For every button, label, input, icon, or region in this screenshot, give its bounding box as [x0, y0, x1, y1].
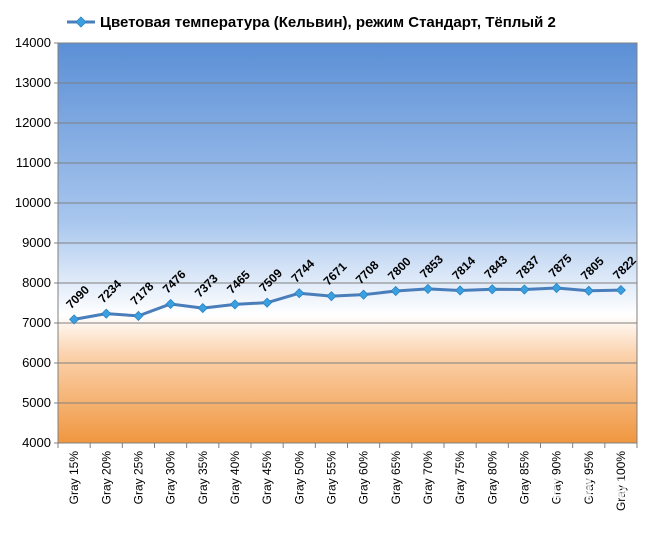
- x-axis-ticks: Gray 15% Gray 20% Gray 25% Gray 30% Gray 35%…: [57, 443, 638, 511]
- x-tick-label: Gray 55%: [324, 451, 338, 505]
- data-point-marker: [390, 285, 401, 297]
- data-point-marker: [615, 285, 626, 296]
- y-tick-label: 5000: [22, 395, 51, 410]
- x-tick-label: Gray 60%: [357, 451, 371, 505]
- series-line: [73, 286, 621, 321]
- x-tick-label: Gray 80%: [485, 451, 499, 505]
- y-tick-label: 8000: [22, 275, 51, 290]
- data-point-marker: [551, 282, 562, 294]
- legend-label: Цветовая температура (Кельвин), режим Ст…: [100, 14, 556, 31]
- watermark-tagline: Daily Digital Digest: [530, 504, 615, 515]
- data-point-marker: [262, 297, 273, 308]
- data-point-marker: [455, 285, 466, 296]
- y-tick-label: 14000: [15, 35, 51, 50]
- x-tick-label: Gray 75%: [453, 451, 467, 505]
- x-tick-label: Gray 45%: [260, 451, 274, 505]
- x-tick-label: Gray 95%: [582, 451, 596, 505]
- x-tick-label: Gray 30%: [164, 451, 178, 505]
- x-tick-label: Gray 65%: [389, 451, 403, 505]
- data-point-marker: [583, 285, 594, 296]
- watermark-logo: 3DNEWS: [533, 472, 654, 505]
- y-tick-label: 10000: [15, 195, 51, 210]
- x-tick-label: Gray 15%: [67, 451, 81, 505]
- data-point-marker: [101, 308, 112, 319]
- data-point-marker: [519, 284, 530, 295]
- x-tick-label: Gray 20%: [99, 451, 113, 505]
- y-axis-ticks: 4000 5000 6000 7000 8000 9000 10000 11000 12000 1…: [15, 35, 58, 450]
- data-point-marker: [422, 283, 433, 294]
- data-point-marker: [197, 303, 208, 314]
- x-tick-label: Gray 90%: [550, 451, 564, 505]
- data-point-marker: [294, 288, 305, 299]
- data-point-marker: [133, 310, 144, 321]
- data-point-marker: [326, 291, 337, 302]
- data-point-marker: [487, 284, 498, 295]
- data-point-marker: [165, 298, 176, 310]
- x-tick-label: Gray 40%: [228, 451, 242, 505]
- legend: Цветовая температура (Кельвин), режим Ст…: [67, 14, 556, 31]
- x-tick-label: Gray 25%: [131, 451, 145, 505]
- y-tick-label: 11000: [16, 155, 51, 170]
- legend-marker-swatch: [75, 16, 87, 28]
- y-tick-label: 12000: [15, 115, 51, 130]
- data-point-marker: [69, 314, 80, 325]
- data-point-marker: [358, 289, 369, 300]
- x-tick-label: Gray 100%: [614, 451, 628, 511]
- y-tick-label: 9000: [22, 235, 51, 250]
- x-tick-label: Gray 50%: [292, 451, 306, 505]
- x-tick-label: Gray 85%: [517, 451, 531, 505]
- series-group: [69, 282, 626, 325]
- watermark: 3DNEWS Daily Digital Digest: [530, 472, 654, 515]
- y-tick-label: 13000: [15, 75, 51, 90]
- y-tick-label: 6000: [22, 355, 51, 370]
- x-tick-label: Gray 70%: [421, 451, 435, 505]
- data-point-marker: [229, 299, 240, 310]
- x-tick-label: Gray 35%: [196, 451, 210, 505]
- y-tick-label: 7000: [22, 315, 51, 330]
- y-tick-label: 4000: [22, 435, 51, 450]
